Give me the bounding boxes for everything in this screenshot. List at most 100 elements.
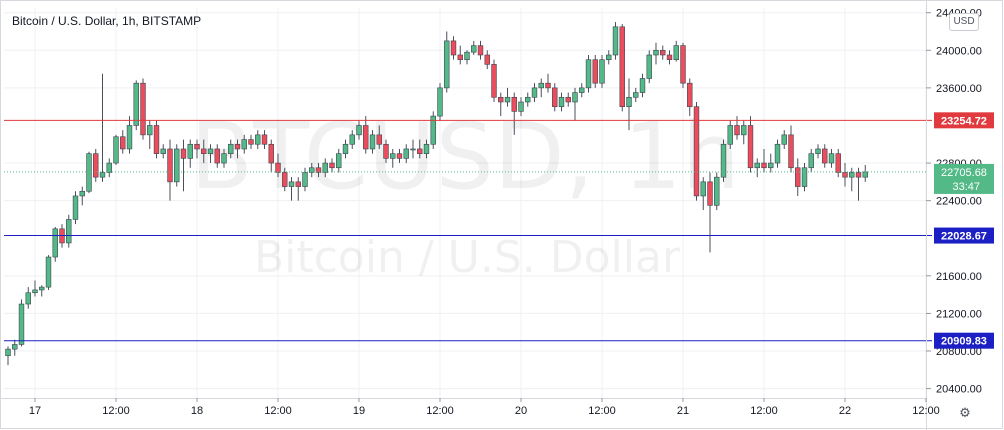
candle-up[interactable] <box>66 219 72 244</box>
candle-down[interactable] <box>687 82 693 107</box>
candle-up[interactable] <box>241 139 247 150</box>
candle-up[interactable] <box>437 87 443 117</box>
candle-down[interactable] <box>693 106 700 197</box>
candle-down[interactable] <box>295 181 301 187</box>
candle-down[interactable] <box>835 153 841 173</box>
candle-down[interactable] <box>788 134 794 169</box>
candle-down[interactable] <box>268 143 274 164</box>
candle-up[interactable] <box>133 82 139 126</box>
currency-badge[interactable]: USD <box>949 13 979 31</box>
candle-up[interactable] <box>633 92 639 98</box>
candle-down[interactable] <box>855 172 862 178</box>
candle-down[interactable] <box>545 82 551 89</box>
candle-up[interactable] <box>5 348 11 357</box>
candle-down[interactable] <box>680 45 686 84</box>
candle-up[interactable] <box>585 59 592 89</box>
candle-up[interactable] <box>572 92 578 103</box>
candle-up[interactable] <box>815 148 821 154</box>
candle-up[interactable] <box>187 143 193 159</box>
candle-down[interactable] <box>842 172 848 178</box>
candle-up[interactable] <box>781 134 787 145</box>
candle-up[interactable] <box>45 256 52 288</box>
candle-up[interactable] <box>653 49 659 56</box>
candle-up[interactable] <box>369 134 376 150</box>
candle-down[interactable] <box>153 125 160 154</box>
candle-up[interactable] <box>626 96 632 107</box>
candle-down[interactable] <box>417 148 423 154</box>
candle-up[interactable] <box>518 101 524 112</box>
candle-up[interactable] <box>639 78 646 93</box>
candle-up[interactable] <box>126 125 133 150</box>
candle-up[interactable] <box>646 54 652 79</box>
candle-up[interactable] <box>12 344 18 350</box>
candle-down[interactable] <box>734 125 740 136</box>
candle-down[interactable] <box>376 134 382 145</box>
candle-up[interactable] <box>349 134 355 145</box>
candle-up[interactable] <box>714 176 720 206</box>
candle-up[interactable] <box>356 125 362 136</box>
candle-down[interactable] <box>282 172 288 187</box>
candle-down[interactable] <box>498 96 504 103</box>
candle-up[interactable] <box>430 115 436 145</box>
candle-up[interactable] <box>99 172 106 178</box>
candle-up[interactable] <box>221 153 227 164</box>
candle-up[interactable] <box>342 143 349 154</box>
candle-up[interactable] <box>309 167 315 173</box>
candle-up[interactable] <box>174 148 180 183</box>
candle-up[interactable] <box>727 125 733 145</box>
candle-up[interactable] <box>700 181 706 197</box>
candle-up[interactable] <box>849 172 855 178</box>
candle-down[interactable] <box>822 148 828 164</box>
candle-up[interactable] <box>720 143 727 178</box>
candle-down[interactable] <box>93 153 99 178</box>
candle-down[interactable] <box>619 26 625 107</box>
candle-down[interactable] <box>795 167 801 187</box>
candle-up[interactable] <box>808 153 814 169</box>
candle-down[interactable] <box>363 125 369 150</box>
candle-up[interactable] <box>255 134 261 145</box>
candle-up[interactable] <box>754 162 760 169</box>
candle-up[interactable] <box>390 153 396 159</box>
candle-down[interactable] <box>261 134 268 145</box>
candle-up[interactable] <box>52 228 58 258</box>
candle-up[interactable] <box>531 87 538 98</box>
candle-up[interactable] <box>538 82 544 89</box>
candle-up[interactable] <box>801 167 808 187</box>
candle-up[interactable] <box>606 54 612 60</box>
candle-up[interactable] <box>768 162 774 169</box>
candle-down[interactable] <box>511 96 517 112</box>
candle-up[interactable] <box>599 59 605 84</box>
candle-up[interactable] <box>288 181 295 187</box>
candle-up[interactable] <box>403 148 409 159</box>
candle-down[interactable] <box>747 125 754 169</box>
candle-down[interactable] <box>761 162 767 169</box>
candle-up[interactable] <box>444 40 450 89</box>
candle-up[interactable] <box>302 172 308 187</box>
candle-up[interactable] <box>322 162 328 173</box>
candle-up[interactable] <box>106 162 112 173</box>
candle-up[interactable] <box>86 153 92 192</box>
candle-up[interactable] <box>741 125 747 136</box>
candle-down[interactable] <box>552 87 558 107</box>
candle-down[interactable] <box>565 96 571 103</box>
candle-down[interactable] <box>592 59 598 84</box>
candle-down[interactable] <box>491 64 497 98</box>
candle-up[interactable] <box>228 143 234 154</box>
candle-down[interactable] <box>180 148 187 159</box>
candle-up[interactable] <box>774 143 781 164</box>
candle-down[interactable] <box>167 148 173 183</box>
candle-up[interactable] <box>18 303 25 345</box>
candle-up[interactable] <box>612 26 619 56</box>
candle-down[interactable] <box>275 162 281 173</box>
candle-up[interactable] <box>207 148 214 154</box>
candle-up[interactable] <box>558 96 565 107</box>
candle-up[interactable] <box>336 153 342 169</box>
candle-up[interactable] <box>39 286 45 291</box>
candle-up[interactable] <box>113 136 119 164</box>
settings-gear-icon[interactable]: ⚙ <box>959 406 971 421</box>
candle-down[interactable] <box>315 167 322 173</box>
candle-down[interactable] <box>383 143 389 159</box>
candle-up[interactable] <box>673 45 679 60</box>
